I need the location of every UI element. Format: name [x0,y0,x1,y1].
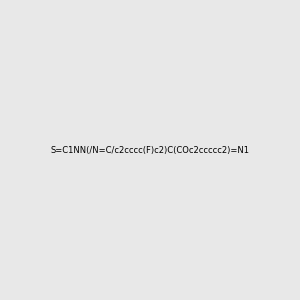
Text: S=C1NN(/N=C/c2cccc(F)c2)C(COc2ccccc2)=N1: S=C1NN(/N=C/c2cccc(F)c2)C(COc2ccccc2)=N1 [50,146,250,154]
